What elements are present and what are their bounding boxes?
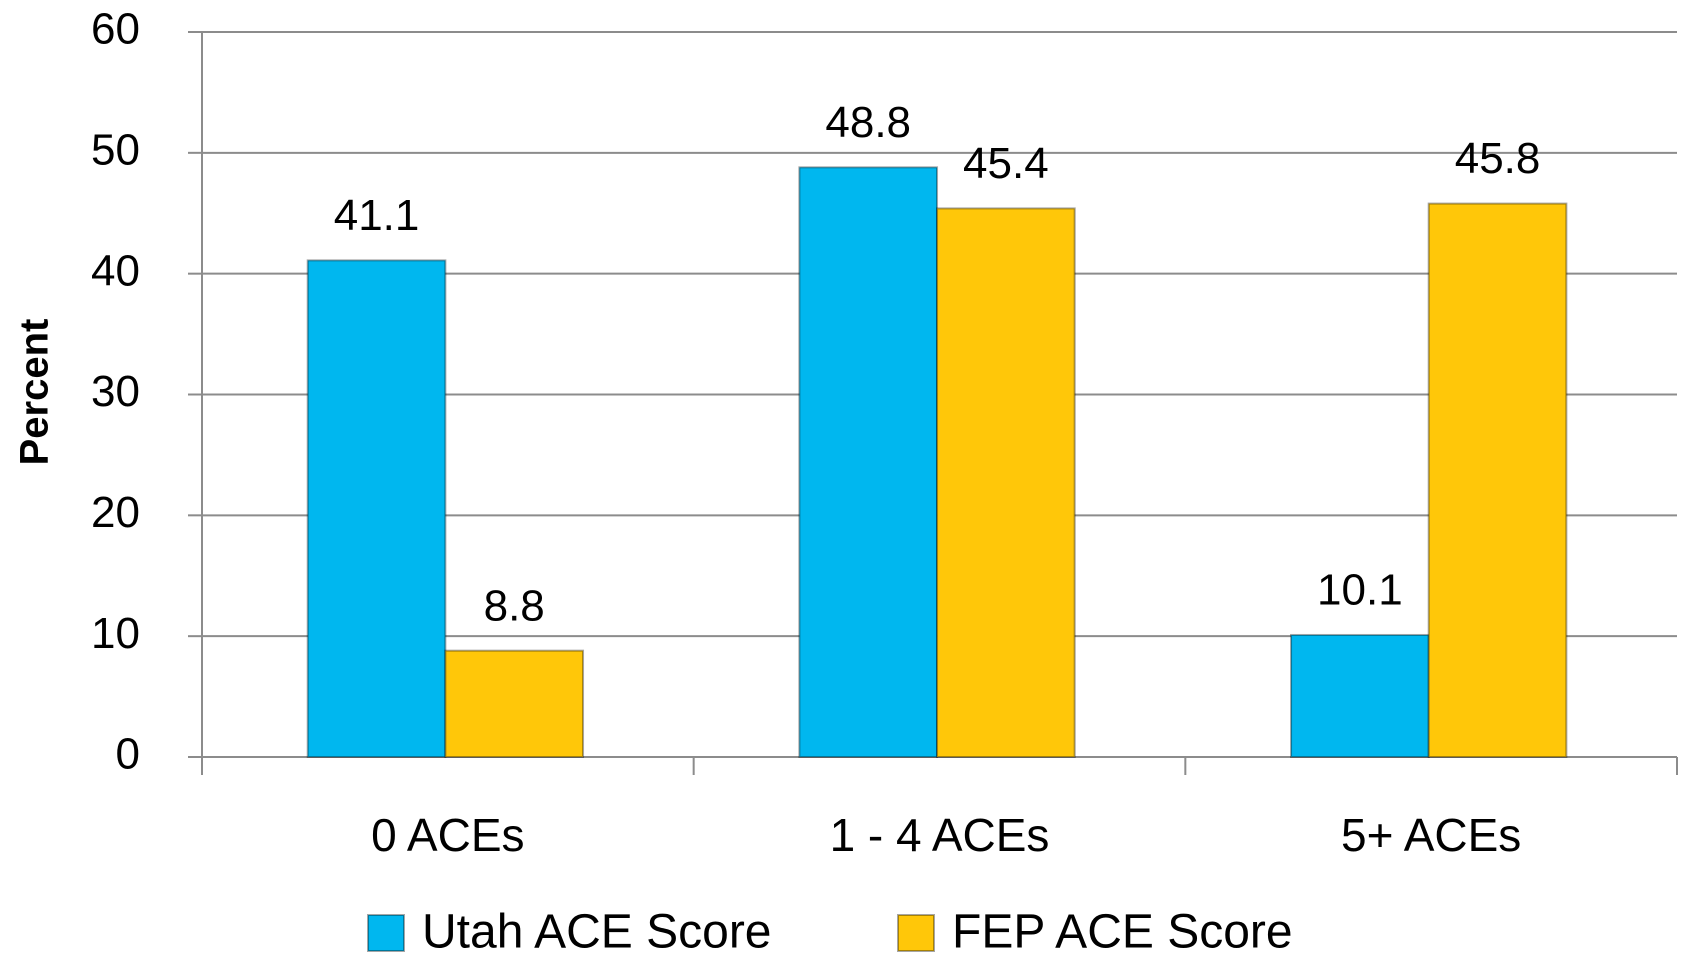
y-tick-label: 30	[91, 367, 140, 416]
y-tick-label: 60	[91, 5, 140, 54]
y-tick-label: 40	[91, 246, 140, 295]
legend-label: Utah ACE Score	[422, 906, 772, 959]
legend-label: FEP ACE Score	[952, 906, 1293, 959]
bar	[1290, 633, 1430, 758]
bar	[936, 207, 1076, 758]
x-tick-label: 1 - 4 ACEs	[830, 809, 1050, 861]
data-label: 41.1	[334, 191, 420, 240]
data-label: 45.8	[1455, 134, 1541, 183]
x-tick-label: 5+ ACEs	[1341, 809, 1521, 861]
y-tick-label: 50	[91, 125, 140, 174]
x-tick-label: 0 ACEs	[371, 809, 524, 861]
bar	[444, 649, 585, 759]
legend-swatch	[367, 914, 405, 952]
bar	[798, 166, 939, 759]
bar	[306, 259, 447, 758]
data-label: 10.1	[1317, 566, 1403, 615]
y-tick-label: 20	[91, 488, 140, 537]
y-axis-title: Percent	[13, 319, 57, 466]
data-label: 45.4	[963, 139, 1049, 188]
y-tick-label: 0	[116, 730, 140, 779]
bar	[1427, 202, 1568, 759]
y-tick-label: 10	[91, 609, 140, 658]
data-label: 48.8	[825, 98, 911, 147]
data-label: 8.8	[484, 581, 545, 630]
legend-swatch	[897, 914, 935, 952]
